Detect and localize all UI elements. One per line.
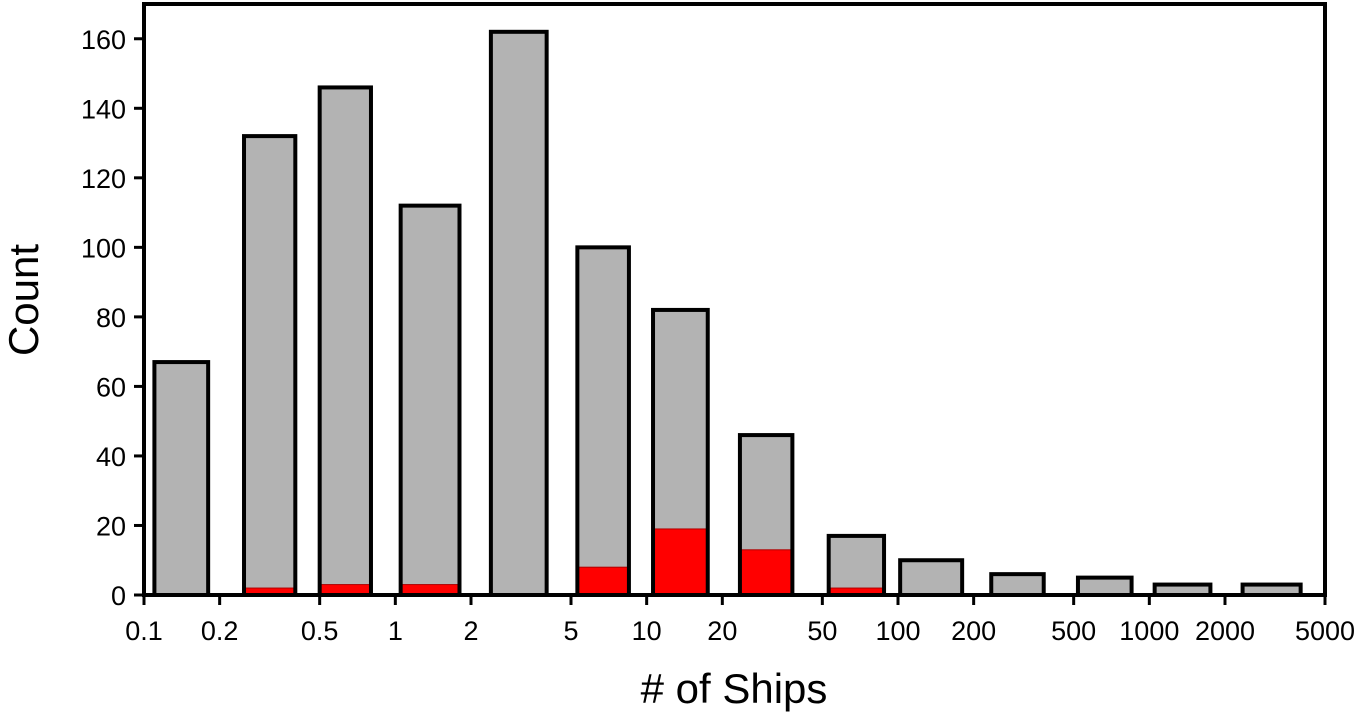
x-axis: 0.1 0.2 0.5 1 2 5 10 20 50 100 200 500 1000 2000 5000 [125,595,1355,646]
x-tick-label: 1 [388,616,403,646]
bar-group [737,433,795,598]
x-tick-label: 1000 [1119,616,1179,646]
bar-group [826,533,887,598]
bar-group [1075,575,1134,598]
y-tick-label: 80 [96,303,126,333]
bar-total [154,362,209,595]
x-tick-label: 50 [807,616,837,646]
x-axis-label: # of Ships [641,665,828,712]
y-axis: 0 20 40 60 80 100 120 140 160 [81,25,144,611]
bar-total [1154,584,1211,595]
bar-group [242,134,298,597]
x-tick-label: 10 [632,616,662,646]
bar-group [152,360,211,597]
bar-total [900,560,963,595]
plot-frame [142,2,1327,597]
x-tick-label: 200 [951,616,996,646]
x-tick-label: 20 [707,616,737,646]
y-tick-label: 20 [96,511,126,541]
bar-group [488,29,549,597]
bar-total [400,205,460,595]
x-tick-label: 5 [563,616,578,646]
bar-total [991,574,1044,595]
bar-group [989,572,1046,597]
x-tick-label: 100 [875,616,920,646]
bar-total [244,136,296,595]
y-tick-label: 100 [81,233,126,263]
bar-group [317,85,373,597]
bar-group [651,307,710,597]
bar-total [577,247,629,595]
x-tick-label: 5000 [1295,616,1355,646]
bar-total [319,87,371,595]
bar-highlight [576,566,630,596]
y-tick-label: 0 [111,581,126,611]
y-tick-label: 160 [81,25,126,55]
x-tick-label: 0.2 [201,616,239,646]
y-axis-label: Count [0,244,47,356]
x-tick-label: 0.1 [125,616,163,646]
x-tick-label: 2 [463,616,478,646]
bar-group [398,203,462,598]
bar-total [828,535,885,595]
bar-highlight [652,528,709,596]
y-tick-label: 140 [81,94,126,124]
bar-total [490,31,547,595]
y-tick-label: 40 [96,442,126,472]
x-tick-label: 500 [1051,616,1096,646]
bars-layer [152,29,1303,598]
y-tick-label: 60 [96,372,126,402]
bar-total [1077,577,1132,595]
bar-total [1242,584,1301,595]
x-tick-label: 0.5 [301,616,339,646]
bar-highlight [739,549,793,596]
y-tick-label: 120 [81,164,126,194]
bar-group [575,245,631,597]
bar-group [898,558,965,597]
x-tick-label: 2000 [1195,616,1255,646]
